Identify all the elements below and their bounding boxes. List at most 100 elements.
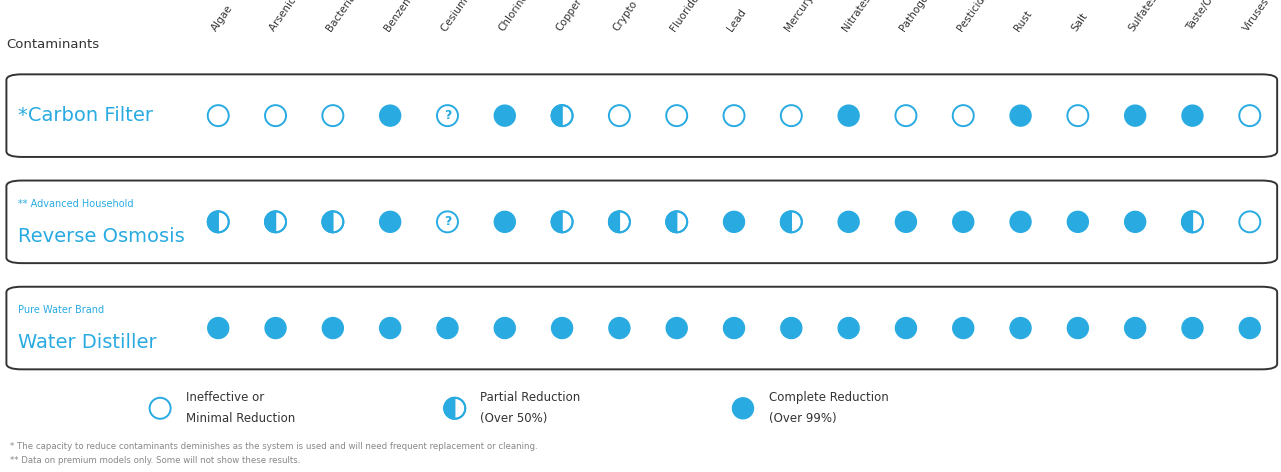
Ellipse shape bbox=[895, 211, 916, 232]
Ellipse shape bbox=[608, 105, 630, 126]
Ellipse shape bbox=[1067, 318, 1089, 338]
Text: Viruses: Viruses bbox=[1241, 0, 1272, 33]
Polygon shape bbox=[1182, 211, 1193, 232]
Ellipse shape bbox=[150, 398, 170, 419]
Ellipse shape bbox=[445, 398, 465, 419]
Ellipse shape bbox=[953, 318, 974, 338]
Polygon shape bbox=[445, 398, 455, 419]
Ellipse shape bbox=[781, 105, 802, 126]
Ellipse shape bbox=[666, 318, 687, 338]
Ellipse shape bbox=[724, 105, 744, 126]
Text: Pathogen: Pathogen bbox=[898, 0, 934, 33]
Ellipse shape bbox=[895, 318, 916, 338]
Ellipse shape bbox=[208, 318, 229, 338]
FancyBboxPatch shape bbox=[6, 287, 1277, 369]
Ellipse shape bbox=[1125, 211, 1145, 232]
Ellipse shape bbox=[953, 211, 974, 232]
Text: Chlorine: Chlorine bbox=[497, 0, 530, 33]
Polygon shape bbox=[552, 211, 562, 232]
Ellipse shape bbox=[666, 211, 687, 232]
Text: Partial Reduction: Partial Reduction bbox=[480, 391, 580, 405]
Ellipse shape bbox=[265, 105, 286, 126]
Ellipse shape bbox=[552, 211, 573, 232]
Text: Cesium (Radioactive): Cesium (Radioactive) bbox=[439, 0, 511, 33]
Ellipse shape bbox=[666, 105, 687, 126]
Text: Crypto: Crypto bbox=[611, 0, 639, 33]
Text: Pesticides: Pesticides bbox=[956, 0, 993, 33]
Text: Rust: Rust bbox=[1012, 8, 1034, 33]
Text: Minimal Reduction: Minimal Reduction bbox=[186, 412, 295, 425]
Ellipse shape bbox=[494, 211, 515, 232]
Ellipse shape bbox=[608, 318, 630, 338]
Text: Complete Reduction: Complete Reduction bbox=[769, 391, 888, 405]
Text: Salt: Salt bbox=[1070, 11, 1089, 33]
Ellipse shape bbox=[838, 318, 860, 338]
Polygon shape bbox=[552, 105, 562, 126]
Text: (Over 99%): (Over 99%) bbox=[769, 412, 836, 425]
Text: Bacteria: Bacteria bbox=[324, 0, 357, 33]
Ellipse shape bbox=[379, 211, 401, 232]
Ellipse shape bbox=[1125, 318, 1145, 338]
Polygon shape bbox=[781, 211, 792, 232]
Text: ** Data on premium models only. Some will not show these results.: ** Data on premium models only. Some wil… bbox=[10, 455, 301, 465]
Ellipse shape bbox=[1239, 105, 1261, 126]
Ellipse shape bbox=[724, 318, 744, 338]
Polygon shape bbox=[265, 211, 275, 232]
Ellipse shape bbox=[323, 105, 343, 126]
Text: Pure Water Brand: Pure Water Brand bbox=[18, 305, 104, 315]
Ellipse shape bbox=[494, 318, 515, 338]
Text: Lead: Lead bbox=[726, 7, 748, 33]
Ellipse shape bbox=[1009, 105, 1031, 126]
Text: Taste/Odor: Taste/Odor bbox=[1185, 0, 1225, 33]
Ellipse shape bbox=[323, 211, 343, 232]
Ellipse shape bbox=[838, 211, 860, 232]
Polygon shape bbox=[208, 211, 218, 232]
Ellipse shape bbox=[1182, 105, 1203, 126]
Ellipse shape bbox=[494, 105, 515, 126]
Ellipse shape bbox=[733, 398, 753, 419]
FancyBboxPatch shape bbox=[6, 180, 1277, 263]
Text: *Carbon Filter: *Carbon Filter bbox=[18, 106, 152, 125]
Ellipse shape bbox=[437, 318, 459, 338]
Ellipse shape bbox=[724, 211, 744, 232]
Ellipse shape bbox=[323, 318, 343, 338]
FancyBboxPatch shape bbox=[6, 74, 1277, 157]
Ellipse shape bbox=[1009, 318, 1031, 338]
Ellipse shape bbox=[379, 318, 401, 338]
Text: Nitrates: Nitrates bbox=[840, 0, 872, 33]
Polygon shape bbox=[608, 211, 620, 232]
Ellipse shape bbox=[1125, 105, 1145, 126]
Text: Water Distiller: Water Distiller bbox=[18, 333, 156, 352]
Text: Benzene: Benzene bbox=[382, 0, 416, 33]
Ellipse shape bbox=[953, 105, 974, 126]
Text: Arsenic (All Types): Arsenic (All Types) bbox=[268, 0, 330, 33]
Ellipse shape bbox=[1009, 211, 1031, 232]
Text: (Over 50%): (Over 50%) bbox=[480, 412, 548, 425]
Ellipse shape bbox=[608, 211, 630, 232]
Ellipse shape bbox=[781, 318, 802, 338]
Ellipse shape bbox=[208, 105, 229, 126]
Text: Contaminants: Contaminants bbox=[6, 38, 100, 51]
Text: Copper: Copper bbox=[553, 0, 584, 33]
Ellipse shape bbox=[1239, 318, 1261, 338]
Text: Fluoride: Fluoride bbox=[669, 0, 701, 33]
Ellipse shape bbox=[208, 211, 229, 232]
Text: ?: ? bbox=[443, 109, 451, 122]
Text: Ineffective or: Ineffective or bbox=[186, 391, 264, 405]
Text: Mercury: Mercury bbox=[783, 0, 816, 33]
Ellipse shape bbox=[838, 105, 860, 126]
Ellipse shape bbox=[1067, 211, 1089, 232]
Ellipse shape bbox=[1182, 318, 1203, 338]
Ellipse shape bbox=[895, 105, 916, 126]
Text: Algae: Algae bbox=[210, 3, 236, 33]
Ellipse shape bbox=[437, 105, 459, 126]
Ellipse shape bbox=[379, 105, 401, 126]
Polygon shape bbox=[323, 211, 333, 232]
Ellipse shape bbox=[1239, 211, 1261, 232]
Text: ?: ? bbox=[443, 215, 451, 228]
Text: * The capacity to reduce contaminants deminishes as the system is used and will : * The capacity to reduce contaminants de… bbox=[10, 441, 538, 451]
Ellipse shape bbox=[1067, 105, 1089, 126]
Ellipse shape bbox=[552, 318, 573, 338]
Text: ** Advanced Household: ** Advanced Household bbox=[18, 199, 133, 209]
Text: Sulfates: Sulfates bbox=[1127, 0, 1159, 33]
